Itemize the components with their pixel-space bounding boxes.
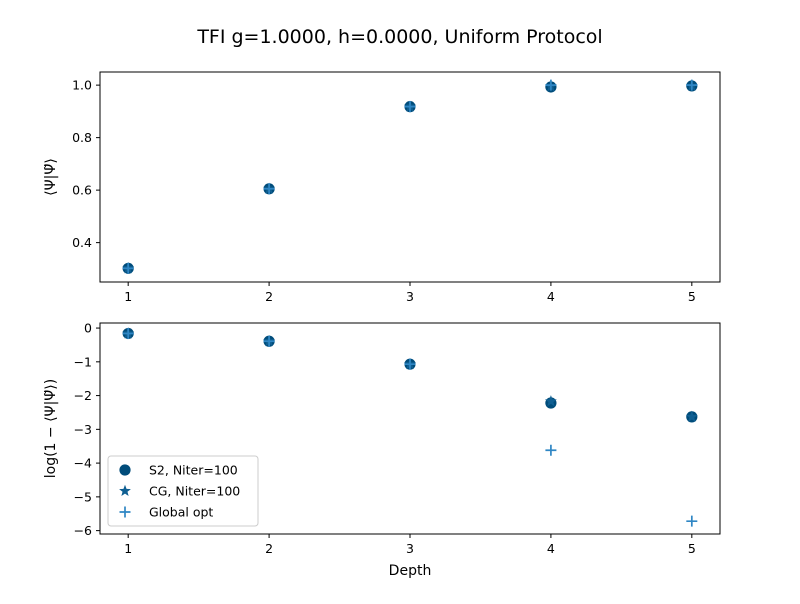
legend-label: Global opt	[149, 505, 213, 520]
x-tick-label: 3	[406, 289, 414, 304]
data-point-plus	[545, 79, 557, 91]
data-point-plus	[404, 358, 416, 370]
y-tick-label: −5	[74, 489, 92, 504]
data-point-plus	[686, 515, 698, 527]
series-circle	[122, 327, 698, 423]
x-tick-label: 2	[265, 541, 273, 556]
figure-title: TFI g=1.0000, h=0.0000, Uniform Protocol	[197, 26, 603, 48]
legend-box	[107, 455, 259, 527]
data-point-plus	[122, 327, 134, 339]
y-tick-label: 0	[84, 321, 92, 336]
data-point-star	[685, 410, 698, 422]
x-tick-label: 5	[688, 289, 696, 304]
subplot-2: 1 2 3 4 5 0 −1 −2 −3 −4 −5 −6 log(1 − ⟨Ψ|Ψ̃⟩) Depth S2…	[43, 321, 721, 579]
legend-label: S2, Niter=100	[149, 463, 238, 478]
y-tick-label: −4	[74, 456, 92, 471]
legend-marker-plus	[119, 506, 131, 518]
subplot-1: 1 2 3 4 5 0.4 0.6 0.8 1.0 ⟨Ψ|Ψ̃⟩	[43, 71, 721, 304]
y-tick-label: −6	[74, 523, 92, 538]
x-tick-label: 1	[124, 289, 132, 304]
x-axis-label: Depth	[389, 563, 432, 579]
x-tick-label: 1	[124, 541, 132, 556]
y-axis-label: log(1 − ⟨Ψ|Ψ̃⟩)	[43, 379, 59, 478]
y-tick-label: 1.0	[72, 78, 92, 93]
data-point-star	[545, 395, 557, 407]
x-tick-label: 5	[688, 541, 696, 556]
x-tick-label: 2	[265, 289, 273, 304]
data-point-plus	[545, 444, 557, 456]
x-tick-label: 3	[406, 541, 414, 556]
y-tick-label: 0.4	[72, 235, 92, 250]
y-tick-label: 0.6	[72, 183, 92, 198]
legend-label: CG, Niter=100	[149, 484, 240, 499]
data-point-plus	[263, 183, 275, 195]
y-tick-label: −2	[74, 388, 92, 403]
y-axis-label: ⟨Ψ|Ψ̃⟩	[43, 158, 59, 196]
data-point-plus	[686, 79, 698, 91]
legend-marker-circle	[119, 464, 131, 476]
series-plus	[122, 79, 698, 274]
series-star	[122, 327, 698, 422]
legend-marker-star	[119, 484, 131, 497]
series-plus	[122, 327, 698, 527]
data-point-plus	[263, 335, 275, 347]
data-point-plus	[404, 101, 416, 113]
y-tick-label: −3	[74, 422, 92, 437]
legend: S2, Niter=100 CG, Niter=100 Global opt	[107, 455, 259, 527]
data-point-plus	[122, 262, 134, 274]
x-tick-label: 4	[547, 289, 555, 304]
y-tick-label: 0.8	[72, 130, 92, 145]
y-tick-label: −1	[74, 354, 92, 369]
x-tick-label: 4	[547, 541, 555, 556]
